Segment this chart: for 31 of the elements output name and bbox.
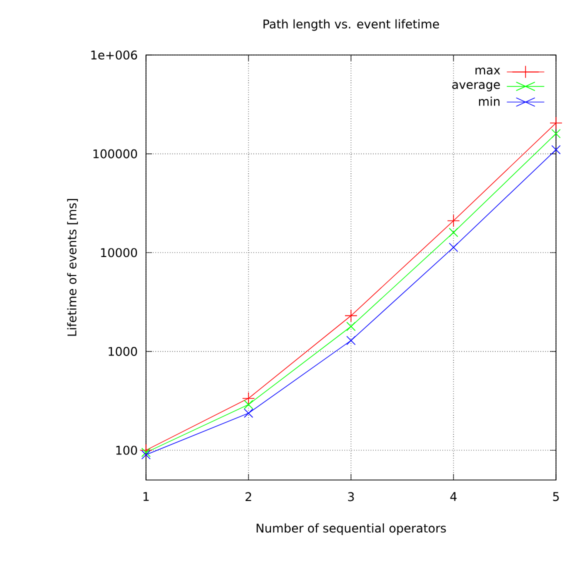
point <box>242 392 255 405</box>
point <box>141 448 151 458</box>
y-tick-label: 100 <box>116 446 138 455</box>
x-axis-title: Number of sequential operators <box>256 523 446 535</box>
point <box>346 336 356 346</box>
x-tick-label: 1 <box>144 492 149 501</box>
point <box>551 129 561 138</box>
point <box>344 309 358 322</box>
point <box>550 116 562 130</box>
y-axis-title: Lifetime of events [ms] <box>67 199 78 336</box>
legend-label: average <box>452 82 500 92</box>
x-tick-label: 4 <box>450 492 457 501</box>
y-tick-label: 10000 <box>101 248 138 258</box>
legend-label: max <box>476 68 500 75</box>
point <box>244 400 254 410</box>
point <box>140 444 152 457</box>
y-tick-label: 100000 <box>93 149 138 158</box>
point <box>346 322 356 332</box>
point <box>448 242 458 252</box>
legend-label: min <box>479 96 500 106</box>
chart-title: Path length vs. event lifetime <box>264 19 439 31</box>
point <box>448 228 458 238</box>
x-tick-label: 3 <box>348 492 354 502</box>
point <box>447 214 460 228</box>
y-tick-label: 1000 <box>108 346 138 356</box>
y-tick-label: 1e+006 <box>91 50 138 60</box>
x-tick-label: 5 <box>553 492 559 502</box>
point <box>244 408 254 418</box>
point <box>551 145 561 154</box>
x-tick-label: 2 <box>246 492 252 502</box>
point <box>141 450 151 460</box>
